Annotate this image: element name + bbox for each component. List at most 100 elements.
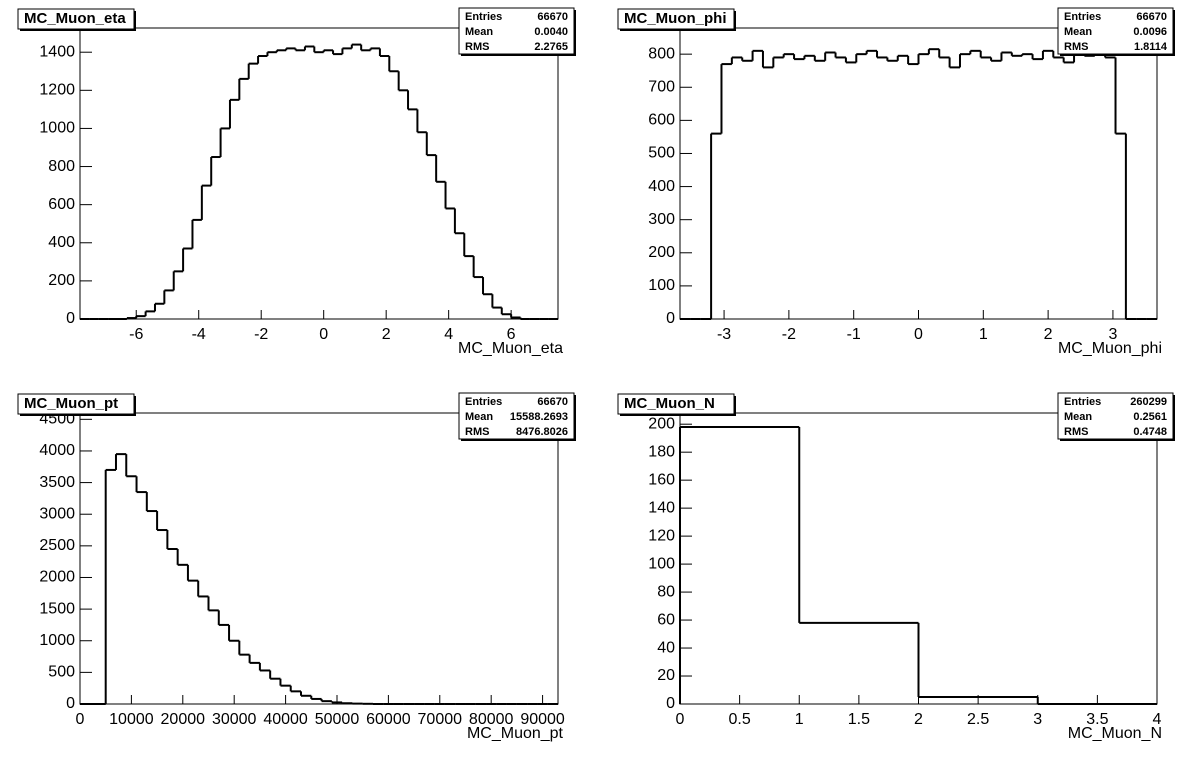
- y-tick-label: 120: [648, 527, 675, 544]
- x-tick-label: 2.5: [967, 711, 989, 728]
- title-box: [617, 8, 735, 30]
- y-tick-label: 400: [648, 178, 675, 195]
- stats-value: 2.2765: [534, 41, 568, 53]
- y-tick-label: 1200: [39, 82, 75, 99]
- x-tick-label: -1: [847, 326, 861, 343]
- stats-name: RMS: [1064, 426, 1088, 438]
- stats-name: Entries: [1064, 11, 1101, 23]
- x-tick-label: 1: [979, 326, 988, 343]
- y-tick-label: 200: [48, 272, 75, 289]
- x-tick-label: -2: [254, 326, 268, 343]
- stats-name: RMS: [1064, 41, 1088, 53]
- x-axis-label: MC_Muon_pt: [467, 725, 564, 742]
- x-tick-label: 3.5: [1086, 711, 1108, 728]
- y-tick-label: 500: [48, 664, 75, 681]
- x-tick-label: 0.5: [729, 711, 751, 728]
- x-tick-label: 2: [914, 711, 923, 728]
- x-tick-label: 0: [914, 326, 923, 343]
- y-tick-label: 700: [648, 78, 675, 95]
- title-box: [17, 8, 135, 30]
- x-tick-label: 60000: [366, 711, 411, 728]
- plot-frame: [79, 27, 559, 320]
- y-tick-label: 0: [666, 695, 675, 712]
- stats-value: 0.0040: [534, 26, 568, 38]
- stats-value: 15588.2693: [510, 411, 568, 423]
- y-tick-label: 800: [48, 158, 75, 175]
- stats-name: Entries: [1064, 396, 1101, 408]
- x-tick-label: -2: [782, 326, 796, 343]
- y-tick-label: 140: [648, 499, 675, 516]
- x-tick-label: 80000: [469, 711, 514, 728]
- y-tick-label: 200: [648, 415, 675, 432]
- y-tick-label: 500: [648, 145, 675, 162]
- y-tick-label: 600: [48, 196, 75, 213]
- x-tick-label: 3: [1108, 326, 1117, 343]
- x-tick-label: -4: [192, 326, 206, 343]
- x-tick-label: 30000: [212, 711, 257, 728]
- stats-box: [458, 392, 575, 440]
- x-tick-label: 0: [319, 326, 328, 343]
- y-tick-label: 40: [657, 639, 675, 656]
- x-tick-label: 4: [1153, 711, 1162, 728]
- y-tick-label: 0: [666, 310, 675, 327]
- y-tick-label: 2000: [39, 569, 75, 586]
- chart-title: MC_Muon_phi: [624, 10, 727, 27]
- y-tick-label: 600: [648, 112, 675, 129]
- x-axis-label: MC_Muon_eta: [458, 340, 563, 357]
- stats-name: Entries: [465, 11, 502, 23]
- stats-value: 8476.8026: [516, 426, 568, 438]
- x-tick-label: 40000: [263, 711, 308, 728]
- x-tick-label: 3: [1033, 711, 1042, 728]
- x-tick-label: -6: [129, 326, 143, 343]
- x-tick-label: 2: [382, 326, 391, 343]
- y-tick-label: 160: [648, 471, 675, 488]
- y-tick-label: 80: [657, 583, 675, 600]
- x-tick-label: 50000: [315, 711, 360, 728]
- x-axis-label: MC_Muon_phi: [1058, 340, 1162, 357]
- stats-name: RMS: [465, 426, 489, 438]
- stats-box: [458, 7, 575, 55]
- stats-value: 66670: [537, 11, 568, 23]
- stats-name: Mean: [1064, 411, 1092, 423]
- stats-name: Mean: [465, 26, 493, 38]
- y-tick-label: 1400: [39, 43, 75, 60]
- y-tick-label: 0: [66, 695, 75, 712]
- x-tick-label: 6: [507, 326, 516, 343]
- chart-title: MC_Muon_N: [624, 395, 715, 412]
- x-tick-label: 20000: [161, 711, 206, 728]
- stats-name: Entries: [465, 396, 502, 408]
- x-tick-label: 4: [444, 326, 453, 343]
- x-tick-label: 0: [76, 711, 85, 728]
- stats-value: 1.8114: [1134, 41, 1168, 53]
- y-tick-label: 100: [648, 277, 675, 294]
- y-tick-label: 3500: [39, 474, 75, 491]
- y-tick-label: 3000: [39, 505, 75, 522]
- stats-box: [1057, 7, 1174, 55]
- stats-name: Mean: [1064, 26, 1092, 38]
- stats-value: 66670: [537, 396, 568, 408]
- x-tick-label: 90000: [520, 711, 565, 728]
- y-tick-label: 400: [48, 234, 75, 251]
- histogram-pad: 0 20 40 60 80 100 120 140 160 180 200 0 0.5 1 1.5 2 2.5 3…: [617, 392, 1175, 742]
- chart-title: MC_Muon_eta: [24, 10, 126, 27]
- x-tick-label: 1: [795, 711, 804, 728]
- stats-value: 0.2561: [1133, 411, 1167, 423]
- y-tick-label: 100: [648, 555, 675, 572]
- x-tick-label: 1.5: [848, 711, 870, 728]
- stats-value: 260299: [1130, 396, 1167, 408]
- title-box: [617, 393, 735, 415]
- y-tick-label: 300: [648, 211, 675, 228]
- plot-frame: [79, 412, 559, 705]
- x-tick-label: 70000: [418, 711, 463, 728]
- x-tick-label: 10000: [109, 711, 154, 728]
- y-tick-label: 200: [648, 244, 675, 261]
- y-tick-label: 2500: [39, 537, 75, 554]
- stats-name: Mean: [465, 411, 493, 423]
- stats-box: [1057, 392, 1174, 440]
- x-tick-label: 2: [1044, 326, 1053, 343]
